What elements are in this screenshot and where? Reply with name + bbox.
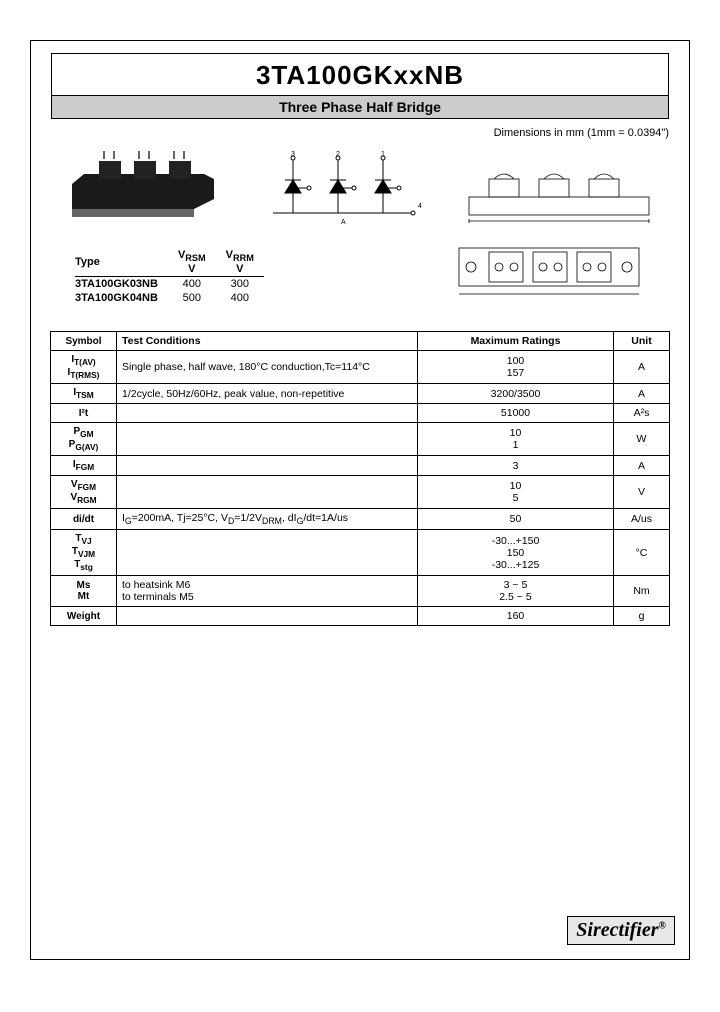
table-row: Weight 160g <box>51 607 670 626</box>
figures-row: 3 2 1 4 A <box>51 145 669 230</box>
svg-text:1: 1 <box>381 151 385 158</box>
cell-conditions: 1/2cycle, 50Hz/60Hz, peak value, non-rep… <box>117 384 418 404</box>
cell-ratings: 100157 <box>418 351 614 384</box>
schematic-diagram: 3 2 1 4 A <box>245 145 441 230</box>
title-box: 3TA100GKxxNB Three Phase Half Bridge <box>51 53 669 119</box>
svg-text:A: A <box>341 219 346 226</box>
cell-ratings: 3200/3500 <box>418 384 614 404</box>
cell-symbol: TVJTVJMTstg <box>51 530 117 576</box>
table-row: I²t 51000A²s <box>51 404 670 423</box>
cell-unit: °C <box>614 530 670 576</box>
dimension-side-view <box>449 145 669 230</box>
type-and-top-row: Type VRSMV VRRMV 3TA100GK03NB 400 300 3T… <box>51 230 669 313</box>
part-number-title: 3TA100GKxxNB <box>52 54 668 95</box>
ratings-table: Symbol Test Conditions Maximum Ratings U… <box>50 331 670 626</box>
cell-conditions <box>117 456 418 476</box>
th-unit: Unit <box>614 332 670 351</box>
cell-symbol: IFGM <box>51 456 117 476</box>
table-row: PGMPG(AV) 101W <box>51 423 670 456</box>
footer-logo: Sirectifier® <box>567 916 675 945</box>
th-vrrm: VRRMV <box>216 248 264 277</box>
table-row: ITSM1/2cycle, 50Hz/60Hz, peak value, non… <box>51 384 670 404</box>
cell-unit: A <box>614 384 670 404</box>
cell-unit: A²s <box>614 404 670 423</box>
cell-ratings: 105 <box>418 476 614 509</box>
cell-ratings: 3 <box>418 456 614 476</box>
cell-conditions <box>117 423 418 456</box>
cell-ratings: 160 <box>418 607 614 626</box>
cell-conditions <box>117 404 418 423</box>
cell-ratings: 50 <box>418 509 614 530</box>
th-vrsm: VRSMV <box>168 248 216 277</box>
cell-ratings: 3 ~ 52.5 ~ 5 <box>418 576 614 607</box>
table-row: MsMtto heatsink M6to terminals M53 ~ 52.… <box>51 576 670 607</box>
th-symbol: Symbol <box>51 332 117 351</box>
cell-conditions <box>117 607 418 626</box>
product-photo <box>51 145 237 230</box>
cell-symbol: I²t <box>51 404 117 423</box>
cell-symbol: MsMt <box>51 576 117 607</box>
dimensions-note: Dimensions in mm (1mm = 0.0394") <box>31 127 669 139</box>
cell-ratings: 101 <box>418 423 614 456</box>
cell-symbol: VFGMVRGM <box>51 476 117 509</box>
table-row: IFGM 3A <box>51 456 670 476</box>
type-table: Type VRSMV VRRMV 3TA100GK03NB 400 300 3T… <box>75 248 264 305</box>
cell-unit: g <box>614 607 670 626</box>
dimension-top-view <box>429 230 669 313</box>
cell-conditions: to heatsink M6to terminals M5 <box>117 576 418 607</box>
th-type: Type <box>75 248 168 277</box>
type-row: 3TA100GK03NB 400 300 <box>75 277 264 292</box>
cell-ratings: -30...+150150-30...+125 <box>418 530 614 576</box>
cell-unit: A/us <box>614 509 670 530</box>
table-row: di/dtIG=200mA, Tj=25°C, VD=1/2VDRM, dIG/… <box>51 509 670 530</box>
table-row: TVJTVJMTstg -30...+150150-30...+125°C <box>51 530 670 576</box>
cell-conditions: IG=200mA, Tj=25°C, VD=1/2VDRM, dIG/dt=1A… <box>117 509 418 530</box>
cell-unit: Nm <box>614 576 670 607</box>
subtitle: Three Phase Half Bridge <box>52 95 668 118</box>
type-row: 3TA100GK04NB 500 400 <box>75 291 264 305</box>
table-row: VFGMVRGM 105V <box>51 476 670 509</box>
cell-unit: A <box>614 351 670 384</box>
cell-symbol: IT(AV)IT(RMS) <box>51 351 117 384</box>
cell-symbol: di/dt <box>51 509 117 530</box>
cell-unit: A <box>614 456 670 476</box>
cell-conditions <box>117 476 418 509</box>
cell-symbol: PGMPG(AV) <box>51 423 117 456</box>
svg-text:2: 2 <box>336 151 340 158</box>
cell-ratings: 51000 <box>418 404 614 423</box>
th-conditions: Test Conditions <box>117 332 418 351</box>
cell-conditions <box>117 530 418 576</box>
svg-text:4: 4 <box>418 203 422 210</box>
cell-symbol: Weight <box>51 607 117 626</box>
svg-text:3: 3 <box>291 151 295 158</box>
cell-conditions: Single phase, half wave, 180°C conductio… <box>117 351 418 384</box>
cell-unit: W <box>614 423 670 456</box>
table-row: IT(AV)IT(RMS)Single phase, half wave, 18… <box>51 351 670 384</box>
cell-symbol: ITSM <box>51 384 117 404</box>
cell-unit: V <box>614 476 670 509</box>
th-ratings: Maximum Ratings <box>418 332 614 351</box>
